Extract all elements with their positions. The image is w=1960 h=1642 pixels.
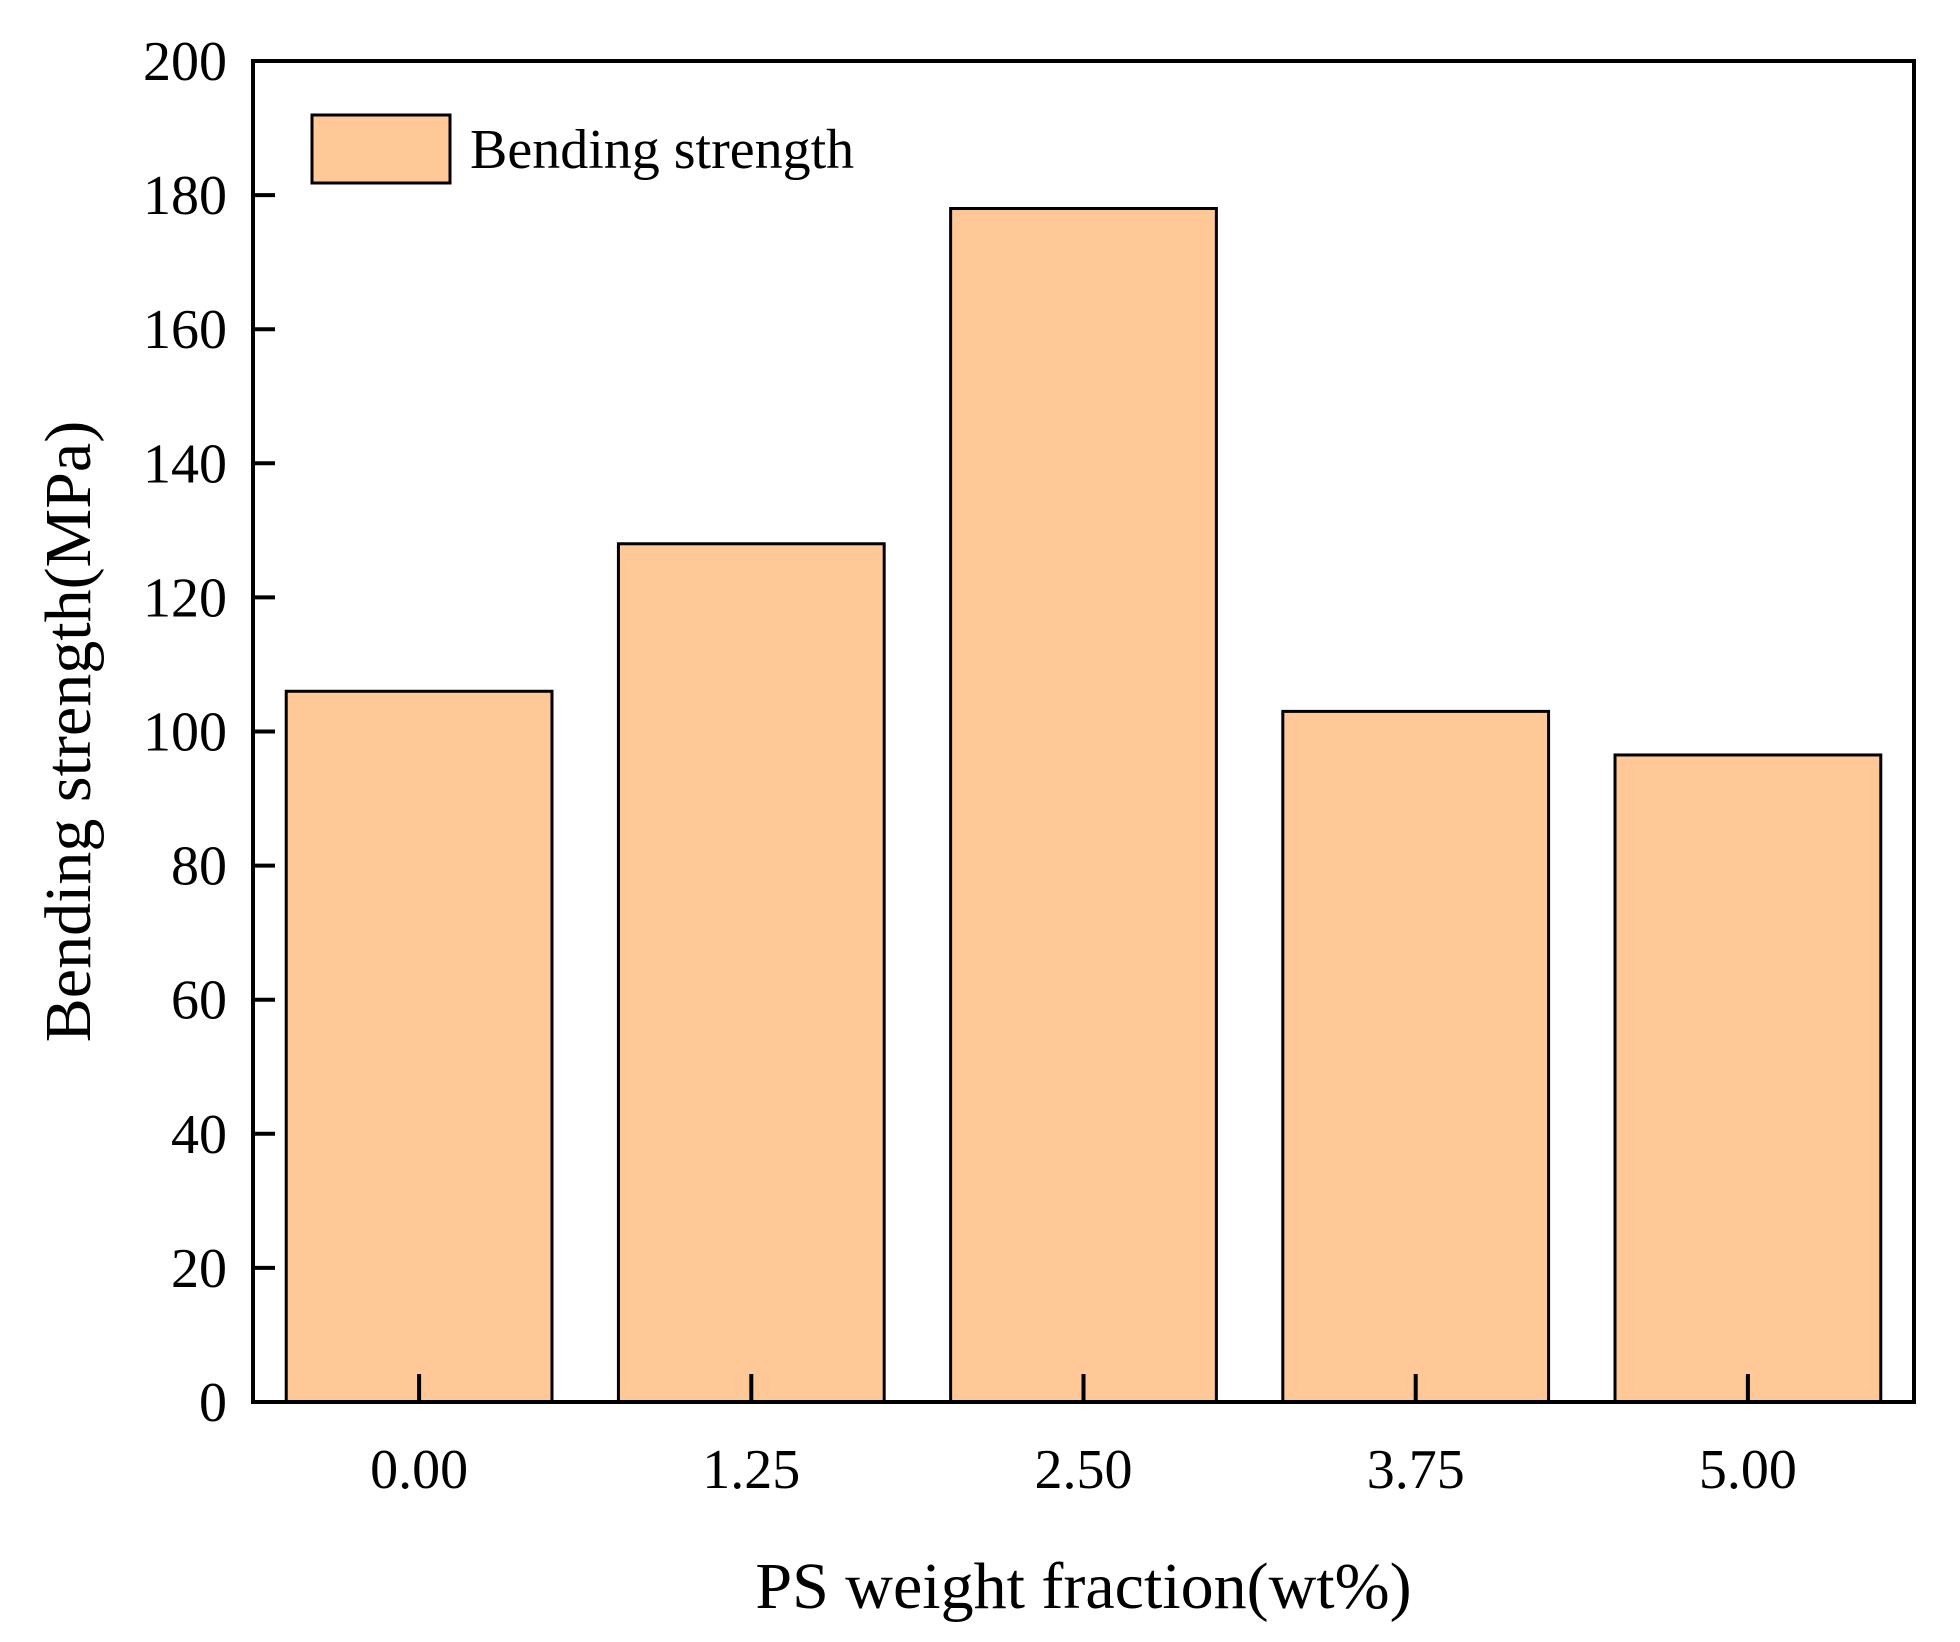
y-axis: 0 20 40 60 80 100 120 140 160 180 200 (143, 31, 275, 1434)
y-axis-title: Bending strength(MPa) (32, 421, 105, 1042)
bar-5.00 (1613, 753, 1883, 1404)
x-tick-label-3.75: 3.75 (1367, 1439, 1465, 1501)
bar-0.00 (284, 689, 554, 1404)
y-tick-label-140: 140 (143, 433, 227, 495)
bar-2.50 (949, 207, 1218, 1404)
x-tick-label-2.50: 2.50 (1035, 1439, 1133, 1501)
y-tick-label-180: 180 (143, 165, 227, 227)
y-tick-label-40: 40 (171, 1104, 227, 1166)
legend-swatch (310, 113, 452, 185)
y-tick-label-20: 20 (171, 1238, 227, 1300)
y-tick-label-60: 60 (171, 970, 227, 1032)
x-axis-title: PS weight fraction(wt%) (755, 1550, 1411, 1623)
legend: Bending strength (310, 113, 854, 185)
x-tick-label-1.25: 1.25 (702, 1439, 800, 1501)
x-axis: 0.00 1.25 2.50 3.75 5.00 (370, 1374, 1797, 1501)
x-tick-label-5.00: 5.00 (1699, 1439, 1797, 1501)
bars-group (284, 207, 1883, 1404)
y-tick-label-120: 120 (143, 567, 227, 629)
y-tick-label-160: 160 (143, 299, 227, 361)
bar-1.25 (616, 542, 886, 1404)
bar-3.75 (1281, 709, 1551, 1404)
y-tick-label-80: 80 (171, 836, 227, 898)
x-tick-label-0.00: 0.00 (370, 1439, 468, 1501)
y-tick-label-100: 100 (143, 702, 227, 764)
legend-label: Bending strength (470, 119, 854, 181)
y-tick-label-200: 200 (143, 31, 227, 93)
y-tick-label-0: 0 (199, 1372, 227, 1434)
